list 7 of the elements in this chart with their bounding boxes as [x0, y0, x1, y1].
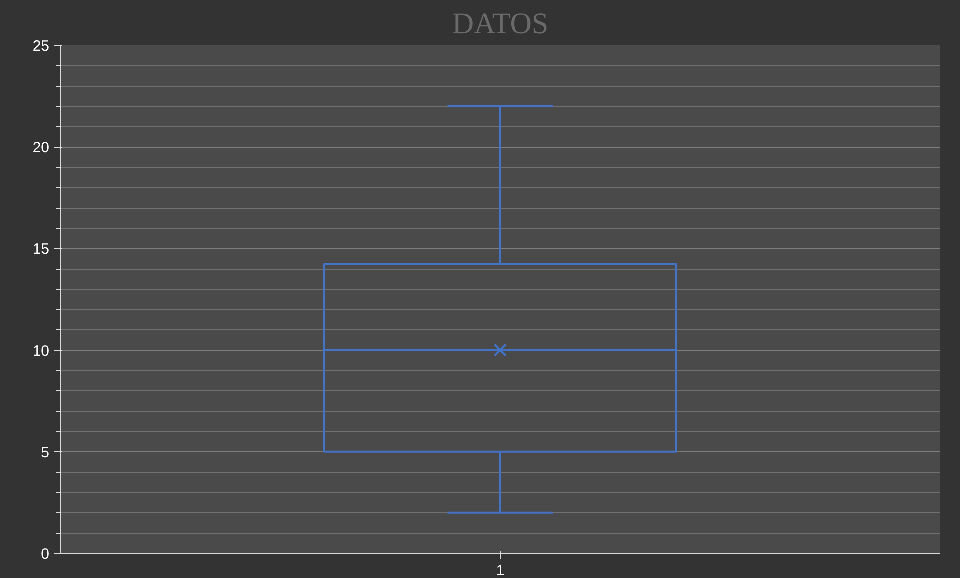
y-tick-label: 15 [32, 241, 50, 258]
y-tick-label: 0 [41, 546, 50, 563]
y-tick-label: 25 [32, 38, 50, 55]
y-tick-label: 10 [32, 342, 50, 360]
y-tick-label: 5 [41, 444, 50, 462]
y-tick-label: 20 [32, 140, 50, 157]
x-tick-label: 1 [496, 562, 505, 578]
